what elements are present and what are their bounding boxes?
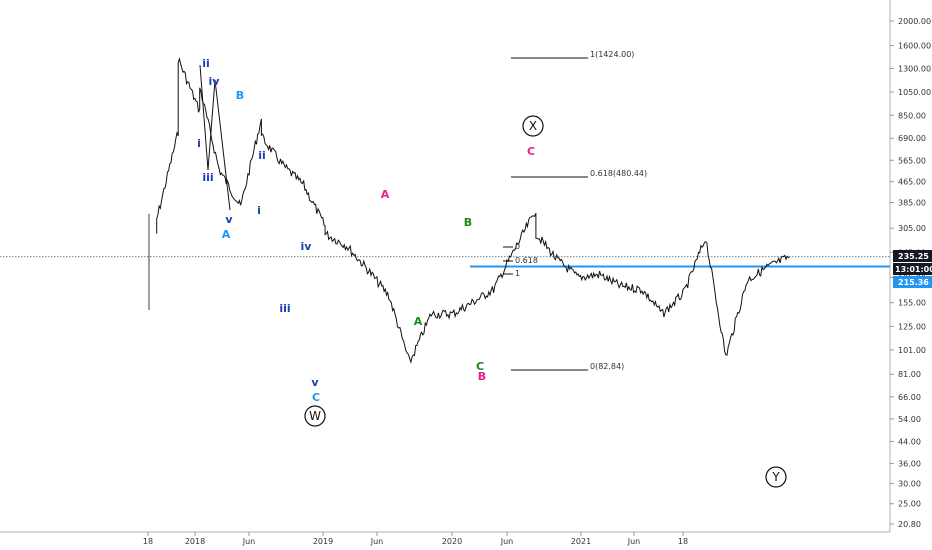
wave-label: C: [527, 145, 535, 158]
circle-label: X: [529, 119, 537, 133]
wave-label: ii: [202, 57, 210, 70]
wave-label: B: [236, 89, 244, 102]
x-tick-label: 18: [143, 537, 153, 546]
y-tick-label: 465.00: [898, 178, 926, 187]
y-tick-label: 850.00: [898, 111, 926, 120]
y-tick-label: 1050.00: [898, 88, 931, 97]
x-tick-label: 18: [678, 537, 688, 546]
wave-label: iv: [301, 240, 313, 253]
y-tick-label: 2000.00: [898, 17, 931, 26]
fib-level-label: 0(82.84): [590, 362, 624, 371]
y-tick-label: 20.80: [898, 520, 921, 529]
x-tick-label: 2018: [185, 537, 205, 546]
countdown-tag-bg: [893, 263, 932, 275]
wave-label: iii: [202, 171, 213, 184]
wave-label: B: [464, 216, 472, 229]
y-tick-label: 155.00: [898, 299, 926, 308]
price-series-line[interactable]: [156, 57, 790, 364]
fib-level-label: 0.618(480.44): [590, 169, 647, 178]
circle-label-ring: [304, 405, 326, 427]
x-tick-label: 2021: [571, 537, 591, 546]
y-tick-label: 44.00: [898, 437, 921, 446]
wave-label: A: [414, 315, 423, 328]
wave-label: ii: [258, 149, 266, 162]
y-tick-label: 385.00: [898, 199, 926, 208]
y-tick-label: 54.00: [898, 415, 921, 424]
wave-label: i: [197, 137, 201, 150]
wave-label: C: [476, 360, 484, 373]
countdown-tag: 13:01:00: [895, 265, 932, 274]
current-price-tag-bg: [893, 250, 932, 262]
level-price-tag: 215.36: [898, 278, 929, 287]
wave-label: v: [225, 213, 233, 226]
wave-label: iii: [279, 302, 290, 315]
y-tick-label: 1600.00: [898, 42, 931, 51]
wave-label: i: [257, 204, 261, 217]
y-tick-label: 1300.00: [898, 64, 931, 73]
fib-small-label: 1: [515, 269, 520, 278]
level-price-tag-bg: [893, 276, 932, 288]
x-tick-label: Jun: [370, 537, 384, 546]
fib-retracement[interactable]: 1(1424.00) 0.618(480.44) 0(82.84): [511, 50, 647, 371]
circle-label: Y: [771, 470, 780, 484]
circle-label-ring: [765, 466, 787, 488]
plot-area[interactable]: [0, 0, 891, 533]
fib-level-label: 1(1424.00): [590, 50, 634, 59]
x-tick-label: 2019: [313, 537, 333, 546]
x-tick-label: Jun: [500, 537, 514, 546]
y-tick-label: 81.00: [898, 370, 921, 379]
circle-label: W: [309, 409, 321, 423]
y-tick-label: 36.00: [898, 460, 921, 469]
x-tick-label: Jun: [242, 537, 256, 546]
y-tick-label: 305.00: [898, 224, 926, 233]
y-tick-label: 30.00: [898, 480, 921, 489]
x-axis[interactable]: 18 2018 Jun 2019 Jun 2020 Jun 2021 Jun 18: [143, 532, 688, 546]
circle-label-ring: [522, 115, 544, 137]
wave-label: C: [312, 391, 320, 404]
wave-drawing-line[interactable]: [199, 64, 231, 211]
y-tick-label: 66.00: [898, 393, 921, 402]
y-tick-label: 125.00: [898, 322, 926, 331]
x-tick-label: Jun: [627, 537, 641, 546]
fib-small-label: 0.618: [515, 256, 538, 265]
y-axis[interactable]: 2000.00 1600.00 1300.00 1050.00 850.00 690.00…: [890, 17, 931, 529]
current-price-tag: 235.25: [898, 252, 929, 261]
fib-small-label: 0: [515, 242, 520, 251]
price-tags: 235.25 13:01:00 215.36: [893, 250, 932, 288]
y-tick-label: 101.00: [898, 346, 926, 355]
x-tick-label: 2020: [442, 537, 462, 546]
wave-label: A: [381, 188, 390, 201]
y-tick-label: 25.00: [898, 500, 921, 509]
fib-retracement-small[interactable]: 0 0.618 1: [503, 242, 538, 278]
wave-label: A: [222, 228, 231, 241]
wave-label: iv: [209, 75, 221, 88]
wave-label: v: [311, 376, 319, 389]
y-tick-label: 565.00: [898, 156, 926, 165]
y-tick-label: 690.00: [898, 134, 926, 143]
wave-label: B: [478, 370, 486, 383]
